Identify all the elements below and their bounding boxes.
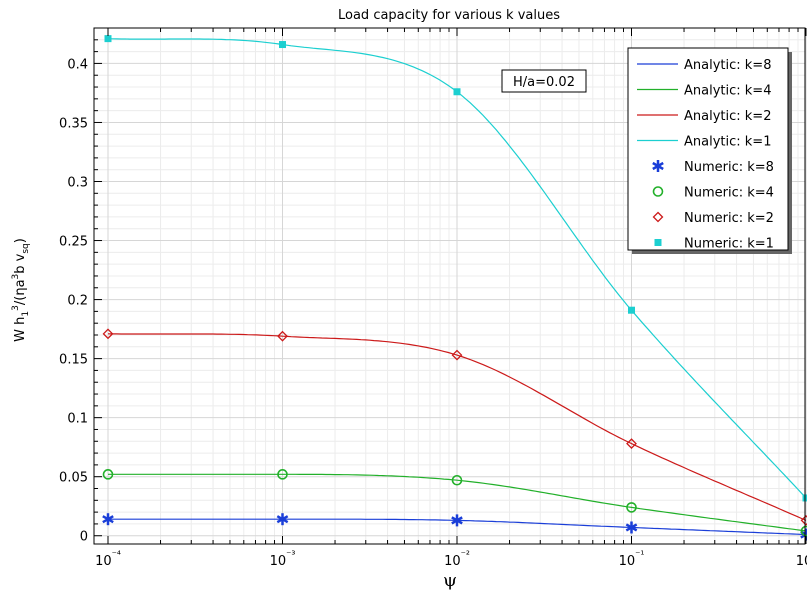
data-point-square — [104, 35, 112, 43]
data-point-circle — [102, 469, 114, 480]
x-tick-label: 10⁻² — [444, 550, 470, 569]
data-point-diamond — [277, 330, 288, 342]
legend-item: Numeric: k=4 — [652, 186, 774, 201]
legend-label: Numeric: k=2 — [684, 211, 774, 226]
legend-label: Analytic: k=4 — [684, 84, 771, 99]
legend-label: Analytic: k=2 — [684, 109, 771, 124]
data-point-circle — [800, 525, 807, 537]
legend-label: Analytic: k=1 — [684, 135, 771, 150]
legend-marker-swatch — [654, 239, 662, 246]
data-point-diamond — [626, 438, 637, 450]
data-point-circle — [626, 502, 637, 513]
data-point-asterisk — [451, 514, 463, 527]
legend-item: Numeric: k=2 — [652, 211, 774, 226]
y-tick-label: 0.35 — [59, 116, 88, 131]
y-tick-label: 0.3 — [67, 176, 88, 191]
y-tick-label: 0.05 — [59, 471, 88, 486]
minor-gridlines — [94, 27, 806, 544]
axis-ticks — [94, 27, 807, 544]
legend-item: Analytic: k=8 — [637, 58, 771, 73]
data-point-asterisk — [102, 513, 114, 526]
legend-item: Numeric: k=8 — [652, 160, 774, 175]
legend-marker-swatch — [652, 186, 664, 197]
legend-item: Numeric: k=1 — [654, 237, 774, 252]
y-tick-label: 0.4 — [67, 57, 88, 72]
series-line-analytic-k-4 — [108, 473, 807, 532]
legend-label: Analytic: k=8 — [684, 58, 771, 73]
legend-items: Analytic: k=8 Analytic: k=4 Analytic: k=2 A… — [637, 58, 774, 252]
data-point-asterisk — [276, 513, 289, 526]
y-axis-label: W h13/(ηa3b vsq) — [11, 238, 31, 342]
series-curves — [107, 38, 807, 536]
data-point-asterisk — [625, 521, 638, 534]
legend-marker-swatch — [652, 160, 664, 172]
legend: Analytic: k=8 Analytic: k=4 Analytic: k=2 A… — [627, 47, 792, 254]
data-point-diamond — [800, 514, 807, 526]
chart-title: Load capacity for various k values — [338, 8, 560, 23]
data-point-diamond — [451, 349, 463, 361]
data-point-diamond — [102, 328, 114, 340]
annotation-frame — [501, 69, 587, 93]
annotation-box: H/a=0.02 — [501, 69, 587, 93]
legend-label: Numeric: k=1 — [684, 237, 774, 252]
annotation-text: H/a=0.02 — [513, 75, 575, 90]
legend-marker-swatch — [652, 211, 664, 223]
data-point-square — [279, 41, 286, 49]
x-tick-label: 10⁻¹ — [619, 550, 645, 569]
x-axis-label: ψ — [443, 570, 457, 591]
legend-label: Numeric: k=8 — [684, 160, 774, 175]
x-tick-label: 10⁰ — [796, 550, 807, 569]
data-point-circle — [451, 474, 463, 486]
y-tick-label: 0 — [80, 530, 88, 545]
legend-label: Numeric: k=4 — [684, 186, 774, 201]
y-tick-label: 0.15 — [59, 353, 88, 368]
y-tick-label: 0.1 — [67, 412, 88, 427]
legend-item: Analytic: k=2 — [637, 109, 771, 124]
data-point-circle — [277, 469, 288, 480]
legend-item: Analytic: k=1 — [637, 135, 771, 150]
x-tick-label: 10⁻⁴ — [95, 550, 121, 569]
series-line-analytic-k-2 — [107, 333, 807, 521]
y-tick-label: 0.2 — [67, 294, 88, 309]
y-tick-labels: 0 0.05 0.1 0.15 0.2 0.25 0.3 0.35 0.4 — [59, 57, 88, 544]
y-tick-label: 0.25 — [59, 235, 88, 250]
data-point-square — [453, 88, 461, 96]
x-tick-label: 10⁻³ — [270, 550, 296, 569]
x-tick-labels: 10⁻⁴ 10⁻³ 10⁻² 10⁻¹ 10⁰ — [95, 550, 807, 569]
data-point-square — [628, 306, 635, 314]
legend-item: Analytic: k=4 — [637, 84, 771, 99]
